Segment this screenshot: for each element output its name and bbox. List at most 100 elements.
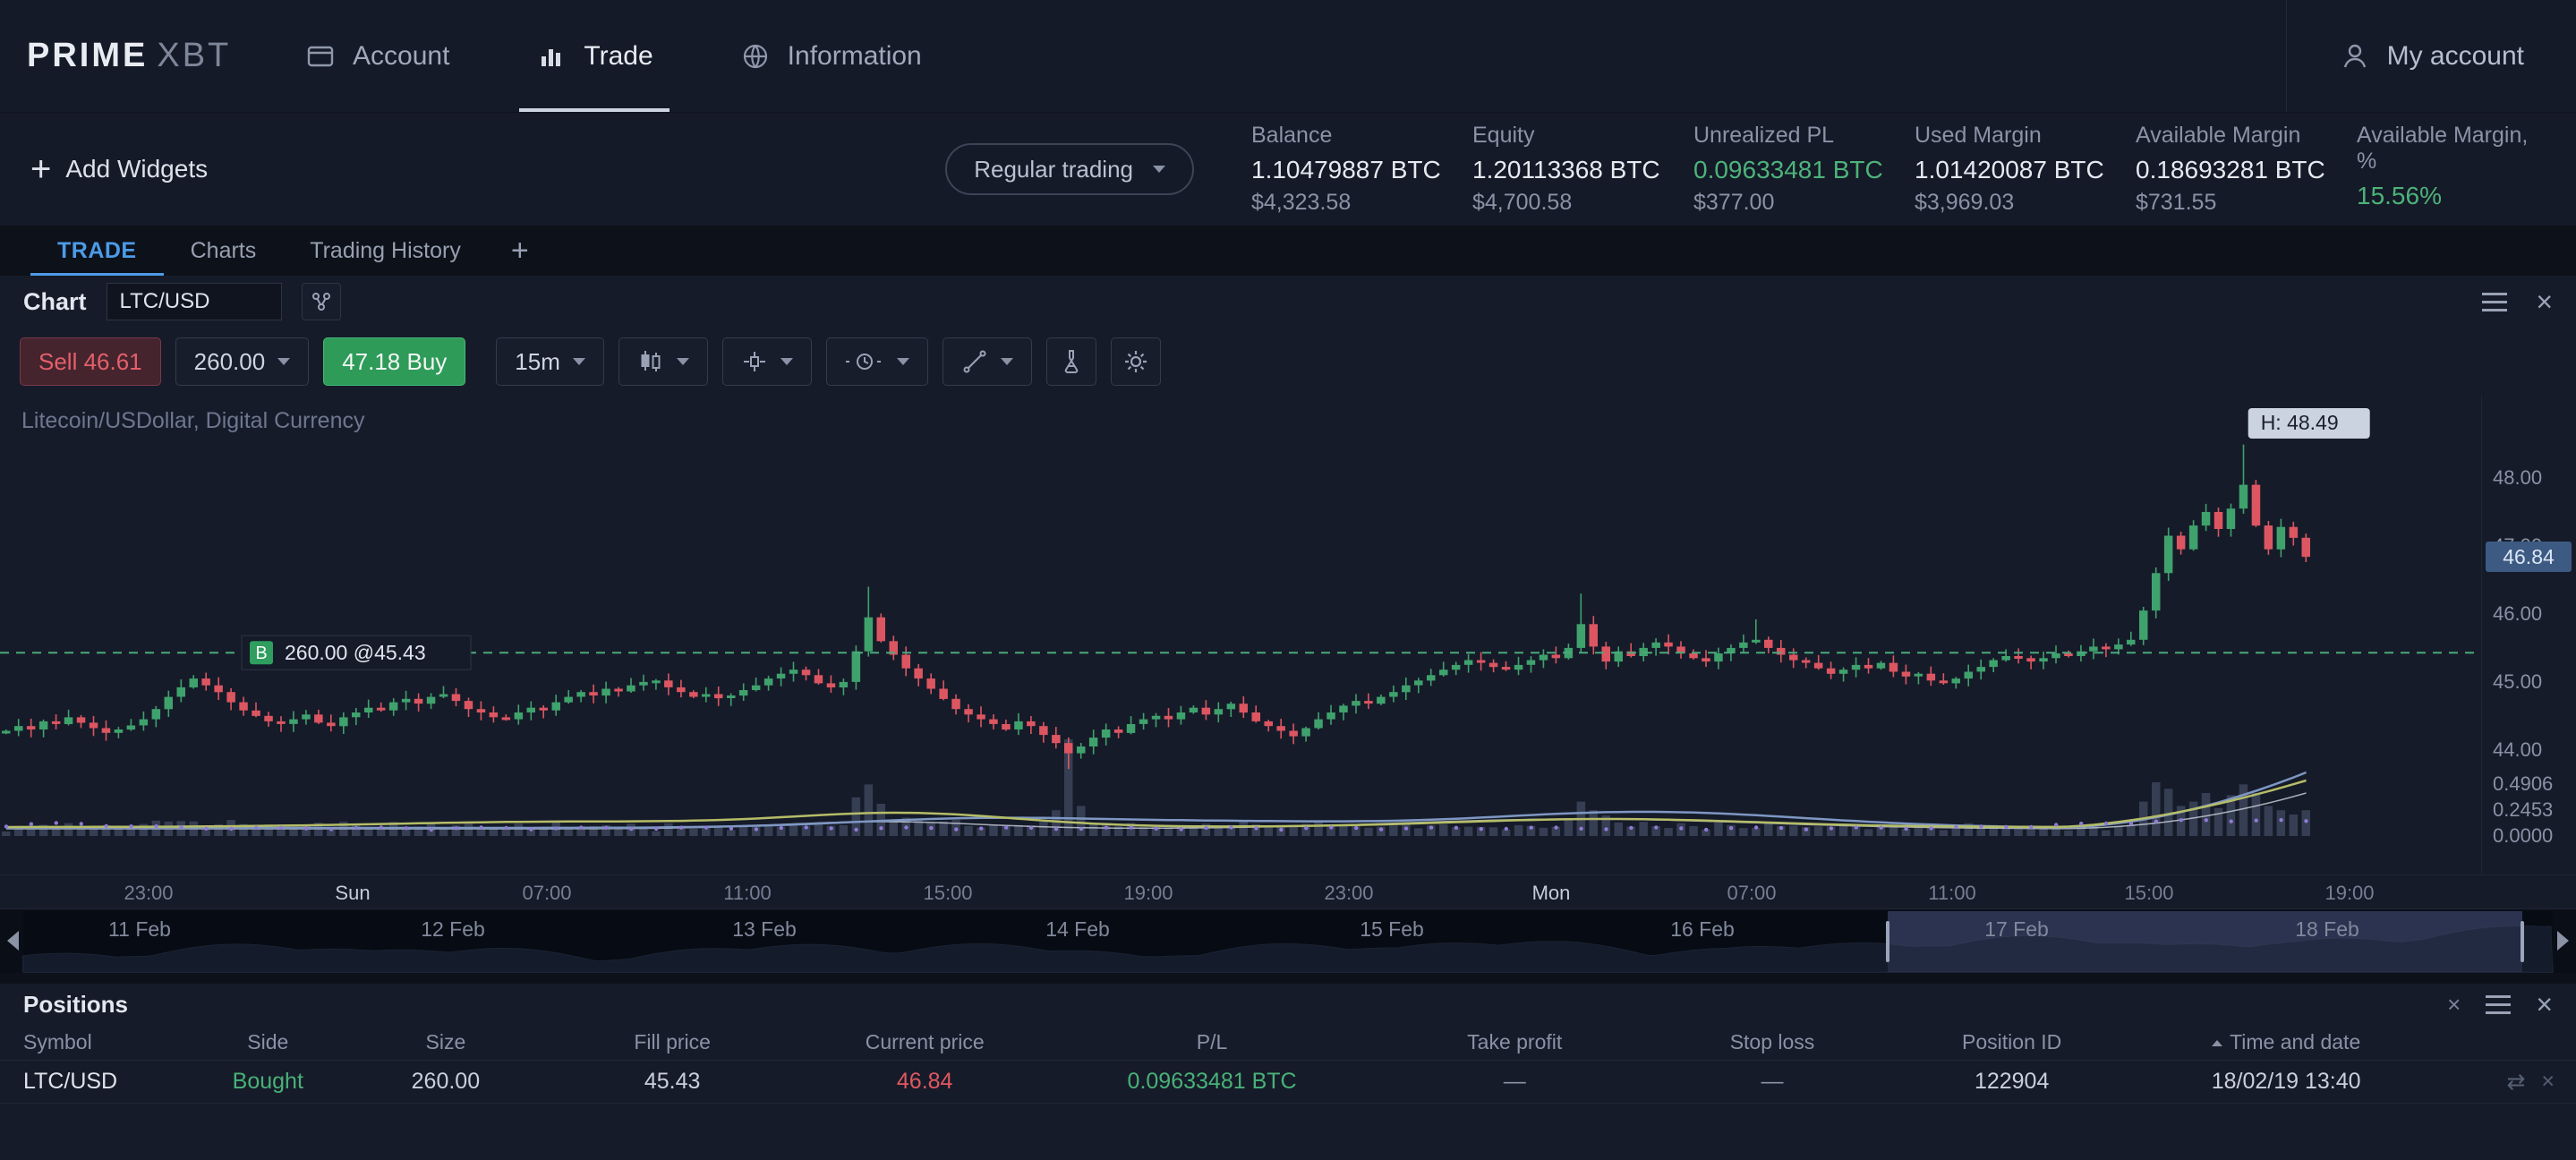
close-all-positions-icon[interactable]: × [2447, 991, 2461, 1018]
stat-used-margin: Used Margin 1.01420087 BTC $3,969.03 [1915, 123, 2104, 215]
chart-toolbar: Sell 46.61 260.00 47.18 Buy 15m [0, 328, 2576, 396]
price-axis-label: 44.00 [2493, 738, 2543, 761]
chart-settings-button[interactable] [1110, 337, 1161, 386]
order-size-dropdown[interactable]: 260.00 [175, 337, 310, 386]
positions-column-headers: Symbol Side Size Fill price Current pric… [0, 1025, 2576, 1061]
chart-style-dropdown[interactable] [618, 337, 708, 386]
close-position-icon[interactable]: × [2541, 1068, 2555, 1094]
col-time-and-date[interactable]: Time and date [2138, 1030, 2435, 1054]
reverse-position-icon[interactable]: ⇄ [2506, 1069, 2526, 1095]
indicator-icon [741, 348, 768, 375]
dashed-clock-icon [845, 348, 884, 375]
time-axis-label: 23:00 [124, 882, 174, 904]
my-account-label: My account [2386, 40, 2524, 71]
countdown-dropdown[interactable] [825, 337, 928, 386]
add-widgets-button[interactable]: + Add Widgets [30, 151, 208, 187]
time-axis-label: 19:00 [2324, 882, 2375, 904]
stat-available-margin-pct: Available Margin, % 15.56% [2357, 123, 2529, 209]
price-axis-label: 46.00 [2493, 602, 2543, 625]
positions-menu-icon[interactable] [2486, 994, 2512, 1014]
tab-information[interactable]: Information [696, 0, 965, 112]
workspace-tab-charts[interactable]: Charts [190, 237, 257, 263]
trade-chart-icon [535, 40, 567, 72]
chevron-down-icon [572, 358, 585, 365]
tab-information-label: Information [787, 40, 922, 71]
cell-stop-loss: — [1761, 1069, 1784, 1094]
chart-widget: Chart × Sell 46.61 260.00 47.18 Buy [0, 276, 2576, 973]
svg-text:16 Feb: 16 Feb [1670, 917, 1735, 941]
cell-size: 260.00 [411, 1069, 481, 1094]
trading-mode-select[interactable]: Regular trading [945, 143, 1194, 195]
svg-text:H: 48.49: H: 48.49 [2261, 411, 2339, 434]
col-position-id: Position ID [1962, 1030, 2062, 1053]
col-pl: P/L [1196, 1030, 1228, 1053]
time-axis-label: Sun [335, 882, 371, 904]
chart-widget-header: Chart × [0, 276, 2576, 328]
time-axis-label: 15:00 [923, 882, 973, 904]
stat-equity: Equity 1.20113368 BTC $4,700.58 [1472, 123, 1660, 215]
add-workspace-tab-button[interactable]: + [510, 233, 529, 268]
plus-icon: + [30, 149, 52, 189]
time-axis-label: 11:00 [1928, 882, 1976, 904]
candlestick-plot[interactable]: B 260.00 @45.43 H: 48.49 [0, 396, 2481, 874]
indicators-dropdown[interactable] [721, 337, 812, 386]
col-current-price: Current price [865, 1030, 985, 1053]
price-axis-label: 48.00 [2493, 466, 2543, 489]
chart-menu-icon[interactable] [2482, 292, 2508, 311]
interval-dropdown[interactable]: 15m [496, 337, 604, 386]
positions-close-icon[interactable]: × [2536, 988, 2553, 1020]
compare-symbol-button[interactable] [301, 283, 341, 320]
cell-position-id: 122904 [1974, 1069, 2050, 1094]
buy-button[interactable]: 47.18 Buy [323, 337, 466, 386]
tab-account-label: Account [353, 40, 450, 71]
flask-icon [1059, 348, 1084, 375]
trading-mode-value: Regular trading [974, 155, 1133, 183]
time-axis-label: 07:00 [1727, 882, 1777, 904]
trendline-tool-dropdown[interactable] [942, 337, 1032, 386]
chart-navigator[interactable]: 11 Feb 12 Feb 13 Feb 14 Feb 15 Feb 16 Feb 17 F… [0, 908, 2576, 973]
cell-current-price: 46.84 [896, 1069, 953, 1094]
tab-account[interactable]: Account [261, 0, 492, 112]
cell-pl: 0.09633481 BTC [1127, 1069, 1297, 1094]
time-axis[interactable]: 23:00 Sun 07:00 11:00 15:00 19:00 23:00 Mon 07:0… [0, 874, 2576, 908]
tab-trade-label: Trade [584, 40, 653, 71]
brand-logo: PRIME XBT [0, 0, 261, 112]
positions-title: Positions [23, 990, 129, 1018]
chart-widget-title: Chart [23, 287, 87, 315]
navigator-plot[interactable]: 11 Feb 12 Feb 13 Feb 14 Feb 15 Feb 16 Feb 17 F… [0, 909, 2576, 974]
chart-close-icon[interactable]: × [2536, 286, 2553, 318]
positions-header: Positions × × [0, 984, 2576, 1025]
strategy-tester-button[interactable] [1045, 337, 1096, 386]
scroll-right-arrow[interactable] [2557, 931, 2569, 951]
col-stop-loss: Stop loss [1729, 1030, 1815, 1053]
time-axis-label: 11:00 [723, 882, 772, 904]
cell-side: Bought [232, 1069, 303, 1094]
col-size: Size [425, 1030, 466, 1053]
scroll-left-arrow[interactable] [7, 931, 19, 951]
chevron-down-icon [1000, 358, 1013, 365]
tab-trade[interactable]: Trade [492, 0, 695, 112]
price-axis[interactable]: 48.0047.0046.0045.0044.000.49060.24530.0… [2481, 396, 2576, 874]
workspace-tabs: TRADE Charts Trading History + [0, 226, 2576, 276]
stat-balance: Balance 1.10479887 BTC $4,323.58 [1251, 123, 1441, 215]
price-chart[interactable]: Litecoin/USDollar, Digital Currency B 260… [0, 396, 2576, 874]
symbol-input[interactable] [106, 283, 282, 320]
chevron-down-icon [896, 358, 909, 365]
workspace-tab-trade[interactable]: TRADE [30, 226, 164, 276]
sell-button[interactable]: Sell 46.61 [20, 337, 161, 386]
col-symbol: Symbol [23, 1030, 92, 1053]
position-row[interactable]: LTC/USD Bought 260.00 45.43 46.84 0.0963… [0, 1061, 2576, 1104]
stats-bar: + Add Widgets Regular trading Balance 1.… [0, 113, 2576, 226]
chevron-down-icon [780, 358, 793, 365]
positions-widget: Positions × × Symbol Side Size Fill pric… [0, 984, 2576, 1160]
my-account-button[interactable]: My account [2285, 0, 2576, 112]
col-side: Side [247, 1030, 289, 1053]
information-globe-icon [739, 40, 772, 72]
cell-fill-price: 45.43 [644, 1069, 701, 1094]
time-axis-label: Mon [1531, 882, 1571, 904]
workspace-tab-trading-history[interactable]: Trading History [310, 237, 461, 263]
account-stats: Balance 1.10479887 BTC $4,323.58 Equity … [1251, 123, 2549, 216]
time-axis-label: 07:00 [522, 882, 572, 904]
sort-asc-icon [2212, 1040, 2223, 1047]
